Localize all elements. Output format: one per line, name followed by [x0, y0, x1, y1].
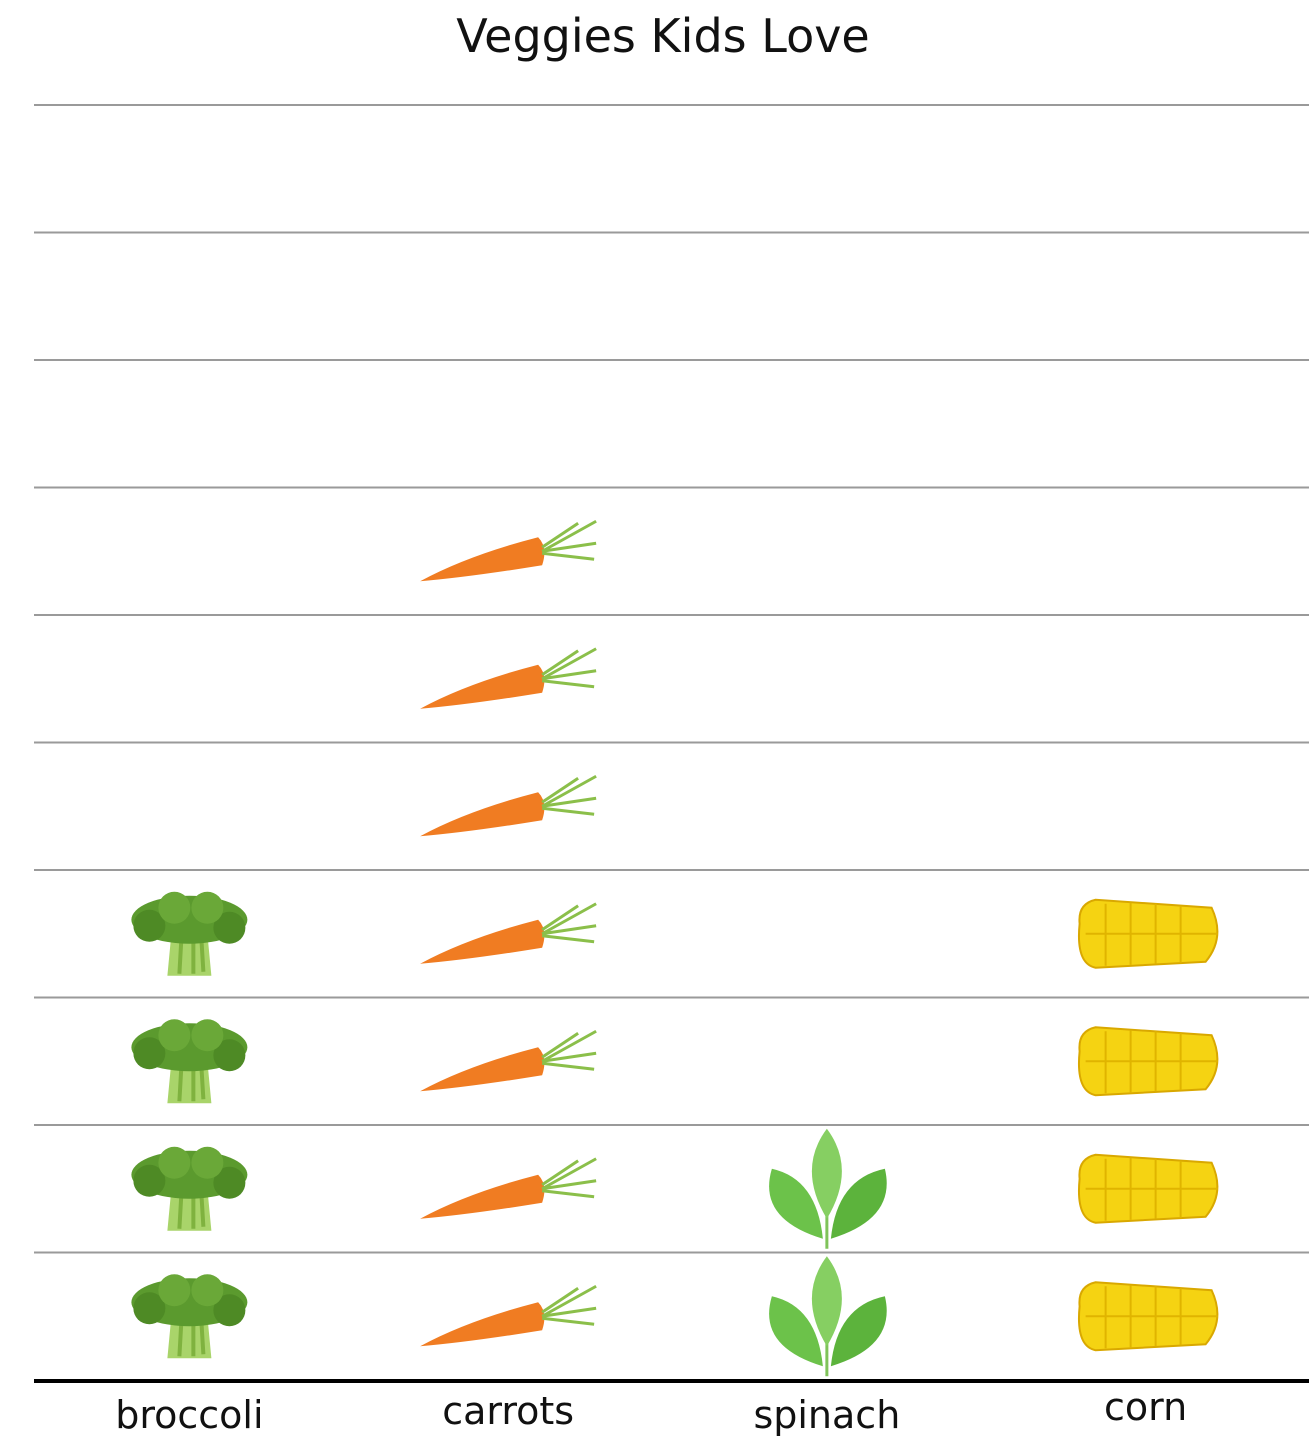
- broccoli-icon: [131, 1019, 248, 1104]
- x-tick-labels: broccoli carrots spinach corn: [115, 1385, 1187, 1437]
- pictures: [131, 519, 1219, 1377]
- x-tick-label-carrots: carrots: [442, 1389, 574, 1433]
- carrot-icon: [420, 1157, 597, 1219]
- carrot-icon: [420, 519, 597, 582]
- gridlines: [34, 104, 1309, 1254]
- carrot-icon: [420, 1284, 597, 1347]
- x-tick-label-spinach: spinach: [753, 1393, 900, 1437]
- corn-icon: [1078, 1026, 1219, 1097]
- carrot-icon: [420, 1029, 597, 1092]
- corn-icon: [1078, 898, 1219, 969]
- broccoli-icon: [131, 891, 248, 976]
- spinach-icon: [769, 1256, 887, 1377]
- spinach-icon: [769, 1128, 887, 1249]
- corn-icon: [1078, 1281, 1219, 1352]
- carrot-icon: [420, 774, 597, 837]
- corn-icon: [1078, 1153, 1219, 1224]
- broccoli-icon: [131, 1274, 248, 1359]
- x-tick-label-corn: corn: [1104, 1385, 1187, 1429]
- broccoli-icon: [131, 1146, 248, 1231]
- chart-title: Veggies Kids Love: [456, 9, 870, 63]
- carrot-icon: [420, 902, 597, 964]
- carrot-icon: [420, 647, 597, 709]
- x-tick-label-broccoli: broccoli: [115, 1393, 263, 1437]
